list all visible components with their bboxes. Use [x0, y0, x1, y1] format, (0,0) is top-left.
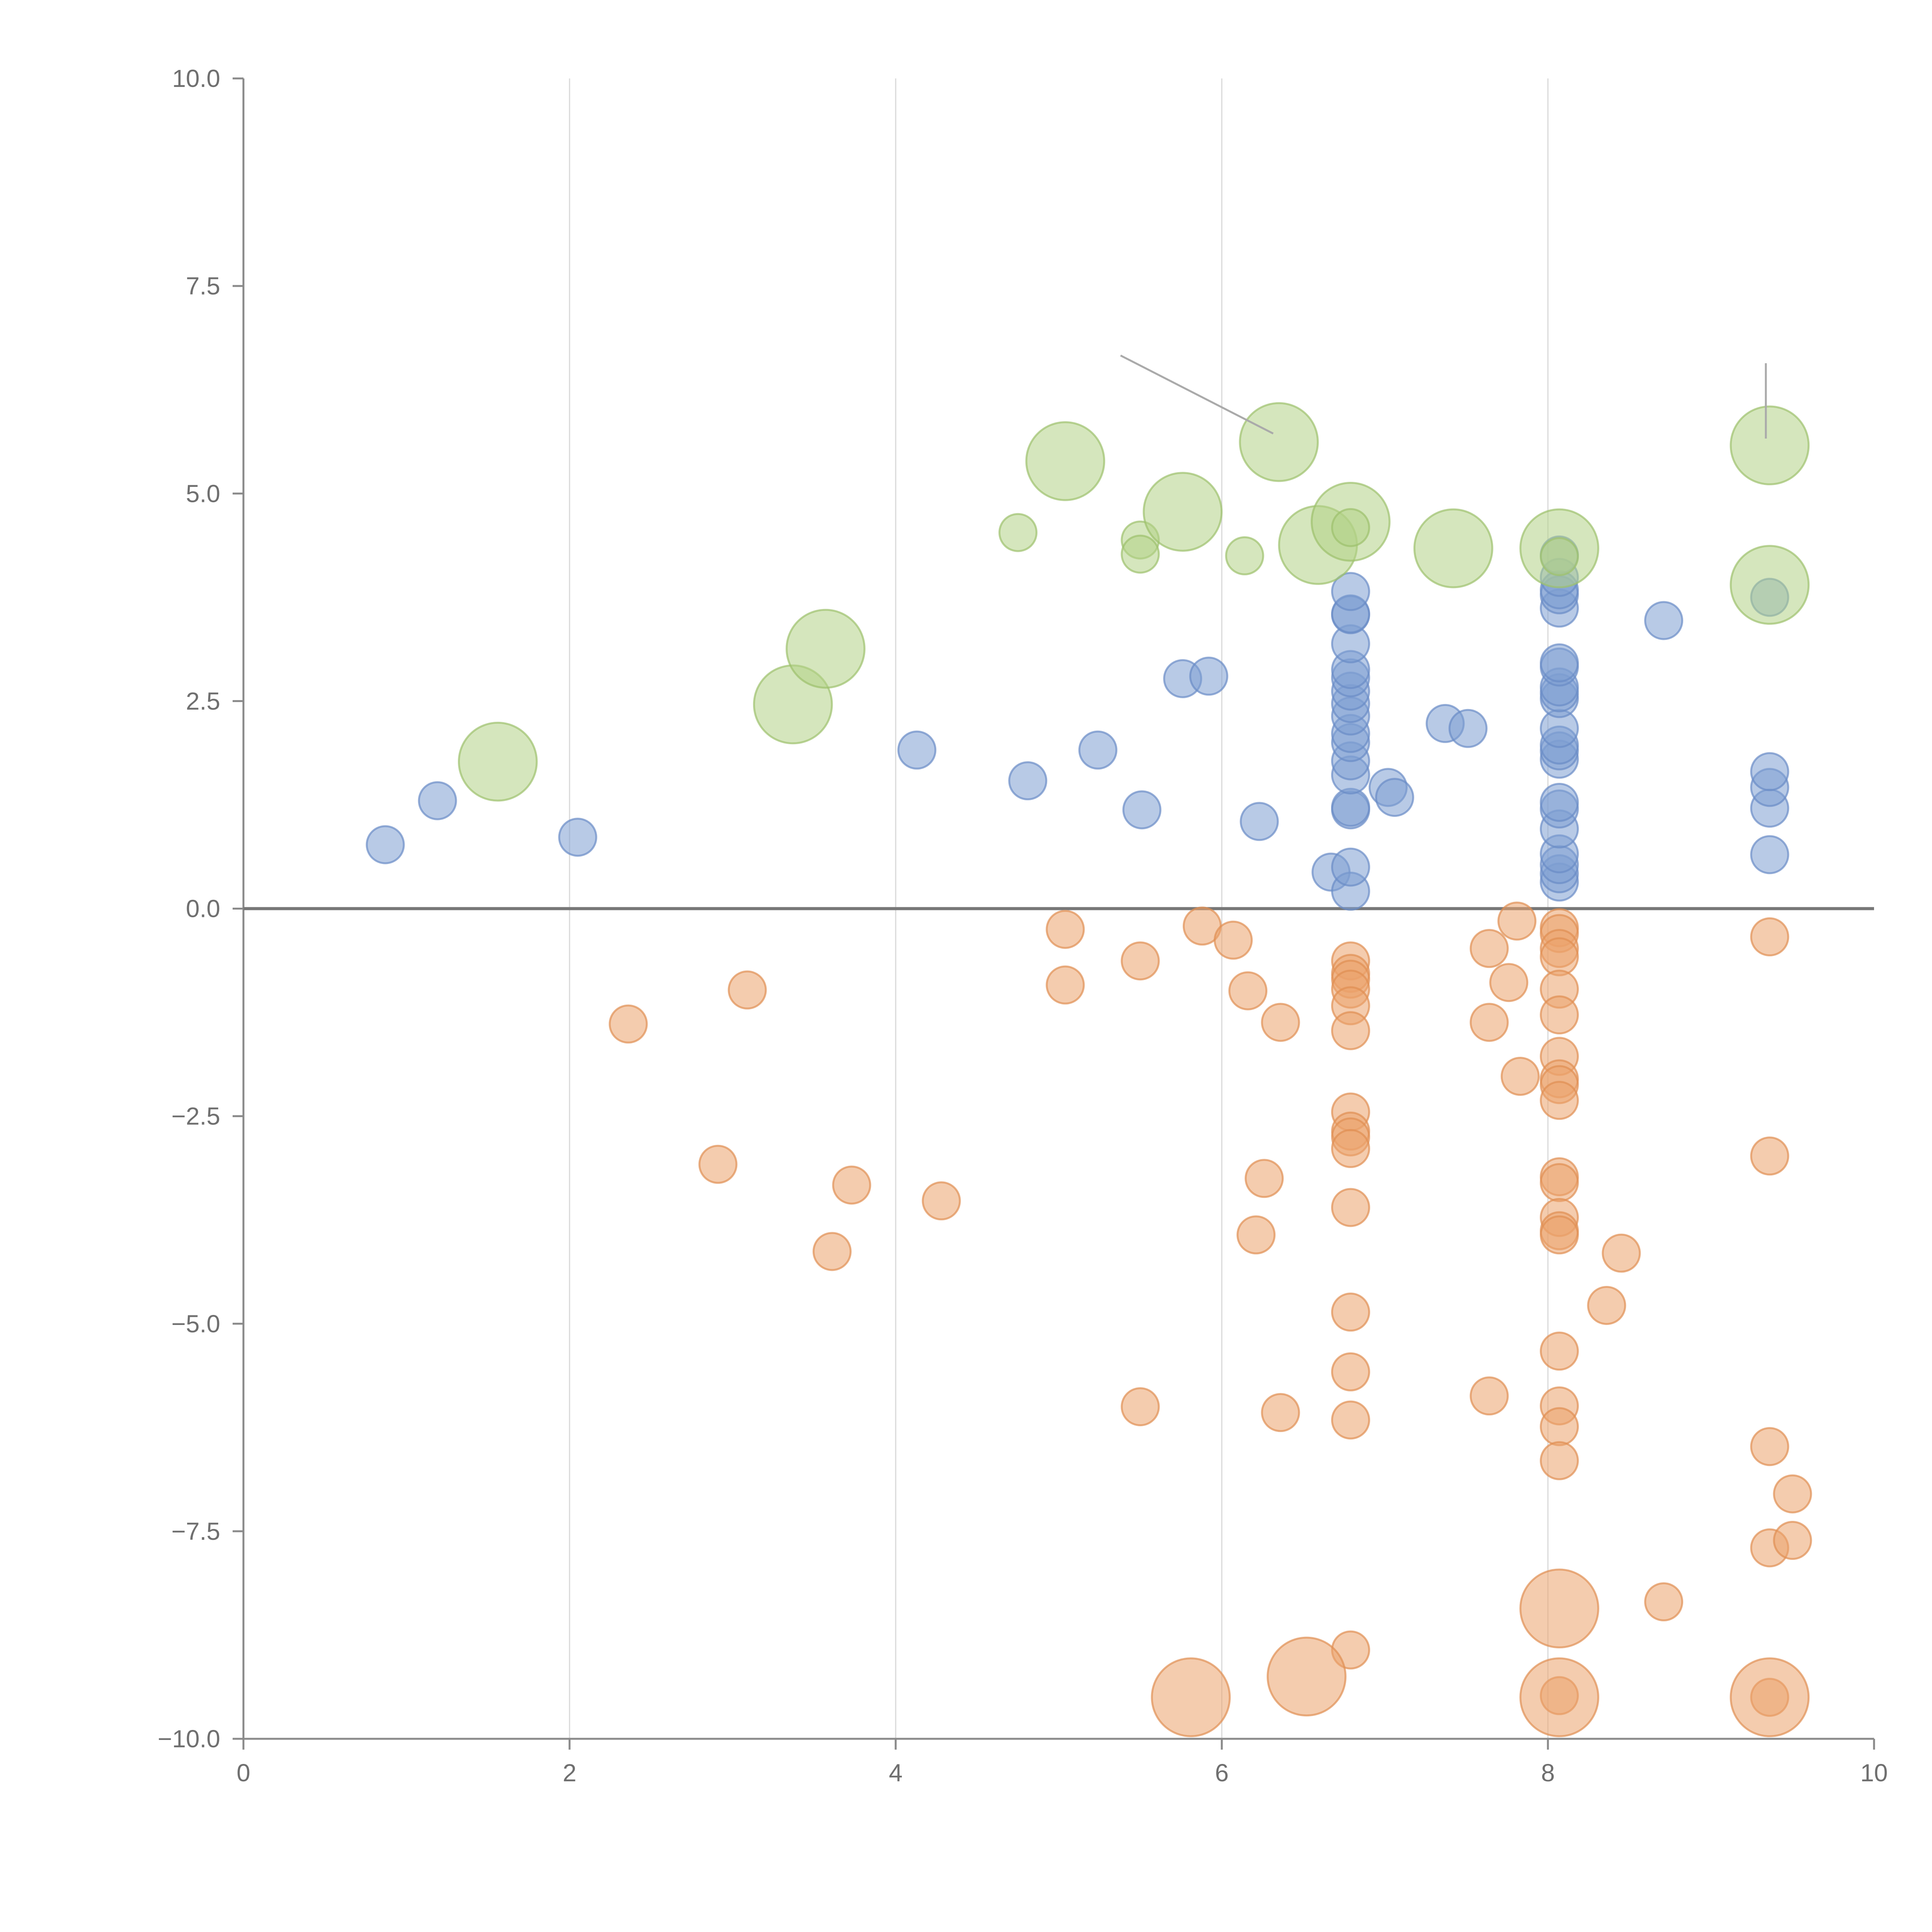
data-point-negative: [1750, 1427, 1789, 1466]
y-tick-label: 10.0: [172, 65, 220, 92]
data-point-negative: [812, 1232, 852, 1271]
data-point-negative: [1469, 929, 1509, 968]
data-point-negative: [1540, 1332, 1579, 1371]
data-point-negative: [1644, 1582, 1684, 1621]
data-point-negative: [1489, 963, 1529, 1002]
data-point-highlight: [1121, 534, 1160, 574]
data-point-highlight: [786, 609, 866, 689]
data-point-positive: [418, 781, 457, 820]
data-point-negative: [1519, 1568, 1599, 1648]
x-tick-label: 8: [1541, 1759, 1555, 1787]
data-point-highlight: [1025, 421, 1105, 501]
data-point-highlight: [998, 513, 1037, 552]
data-point-negative: [1236, 1215, 1276, 1255]
y-tick-label: −10.0: [158, 1725, 220, 1753]
data-point-highlight: [1413, 508, 1493, 588]
data-point-highlight: [1239, 402, 1319, 482]
data-point-positive: [1078, 730, 1117, 770]
data-point-negative: [1469, 1376, 1509, 1416]
data-point-negative: [1730, 1657, 1810, 1737]
y-tick-label: 0.0: [186, 895, 220, 923]
x-tick-label: 10: [1860, 1759, 1888, 1787]
y-tick-label: −2.5: [172, 1102, 220, 1130]
data-point-negative: [609, 1004, 648, 1044]
data-point-negative: [1046, 965, 1085, 1005]
data-point-positive: [1448, 709, 1488, 748]
data-point-highlight: [458, 721, 538, 802]
data-point-negative: [1245, 1159, 1284, 1198]
x-tick-label: 4: [889, 1759, 903, 1787]
data-point-negative: [1540, 1215, 1579, 1255]
data-point-negative: [1519, 1657, 1599, 1737]
data-point-negative: [1540, 1163, 1579, 1202]
x-tick-label: 2: [563, 1759, 577, 1787]
data-point-negative: [1261, 1393, 1300, 1432]
data-point-negative: [1121, 1387, 1160, 1427]
data-point-highlight: [1730, 545, 1810, 625]
data-point-positive: [1750, 752, 1789, 791]
data-point-negative: [922, 1181, 961, 1221]
data-point-negative: [1046, 910, 1085, 949]
data-point-positive: [558, 818, 597, 857]
data-point-negative: [1500, 1056, 1540, 1096]
data-point-positive: [1331, 847, 1370, 887]
data-point-positive: [897, 730, 937, 770]
data-point-positive: [1331, 572, 1370, 611]
data-point-positive: [1540, 643, 1579, 683]
data-point-negative: [1773, 1474, 1812, 1514]
x-tick-label: 6: [1215, 1759, 1229, 1787]
y-tick-label: 5.0: [186, 480, 220, 507]
data-point-highlight: [1331, 508, 1370, 547]
annotation-leader-line: [1120, 354, 1274, 435]
points-layer: [366, 402, 1812, 1737]
data-point-negative: [1261, 1003, 1300, 1042]
data-point-positive: [366, 825, 405, 864]
data-point-negative: [1497, 901, 1537, 941]
data-point-negative: [1469, 1003, 1509, 1042]
data-point-negative: [1750, 917, 1789, 957]
data-point-negative: [1540, 995, 1579, 1035]
data-point-positive: [1240, 802, 1279, 841]
data-point-positive: [1122, 790, 1162, 830]
data-point-negative: [1228, 971, 1268, 1010]
data-point-positive: [1189, 656, 1228, 696]
data-point-negative: [1331, 1011, 1370, 1050]
leader-layer: [1120, 354, 1767, 439]
data-point-negative: [1540, 1407, 1579, 1446]
data-point-negative: [1267, 1636, 1347, 1717]
data-point-negative: [1331, 1129, 1370, 1168]
data-point-highlight: [1540, 537, 1579, 577]
data-point-negative: [1121, 941, 1160, 981]
axis-layer: 0 2 4 6 8 10 10.0 7.5 5.0 2.5 0.0 −2.5 −5.0 −7.5 −10.0: [158, 65, 1888, 1787]
data-point-positive: [1008, 761, 1048, 801]
data-point-negative: [1602, 1233, 1641, 1273]
data-point-highlight: [1730, 405, 1810, 485]
data-point-negative: [728, 970, 767, 1010]
data-point-negative: [1331, 1400, 1370, 1440]
data-point-positive: [1750, 835, 1789, 874]
data-point-negative: [1540, 1081, 1579, 1120]
y-tick-label: 7.5: [186, 272, 220, 300]
data-point-positive: [1644, 601, 1684, 640]
data-point-negative: [1750, 1136, 1789, 1176]
y-tick-label: 2.5: [186, 687, 220, 715]
data-point-negative: [1331, 1352, 1370, 1391]
x-tick-label: 0: [236, 1759, 250, 1787]
data-point-negative: [1540, 1441, 1579, 1480]
data-point-negative: [832, 1165, 871, 1205]
data-point-positive: [1540, 782, 1579, 822]
data-point-negative: [1773, 1521, 1812, 1560]
data-point-positive: [1375, 778, 1414, 817]
data-point-highlight: [1225, 536, 1264, 575]
data-point-negative: [698, 1145, 738, 1184]
data-point-negative: [1331, 1188, 1370, 1227]
data-point-negative: [1331, 1293, 1370, 1332]
y-tick-label: −5.0: [172, 1310, 220, 1338]
data-point-negative: [1587, 1286, 1626, 1325]
data-point-highlight: [1143, 472, 1223, 552]
data-point-negative: [1151, 1657, 1231, 1737]
data-point-negative: [1214, 920, 1253, 960]
y-tick-label: −7.5: [172, 1517, 220, 1545]
